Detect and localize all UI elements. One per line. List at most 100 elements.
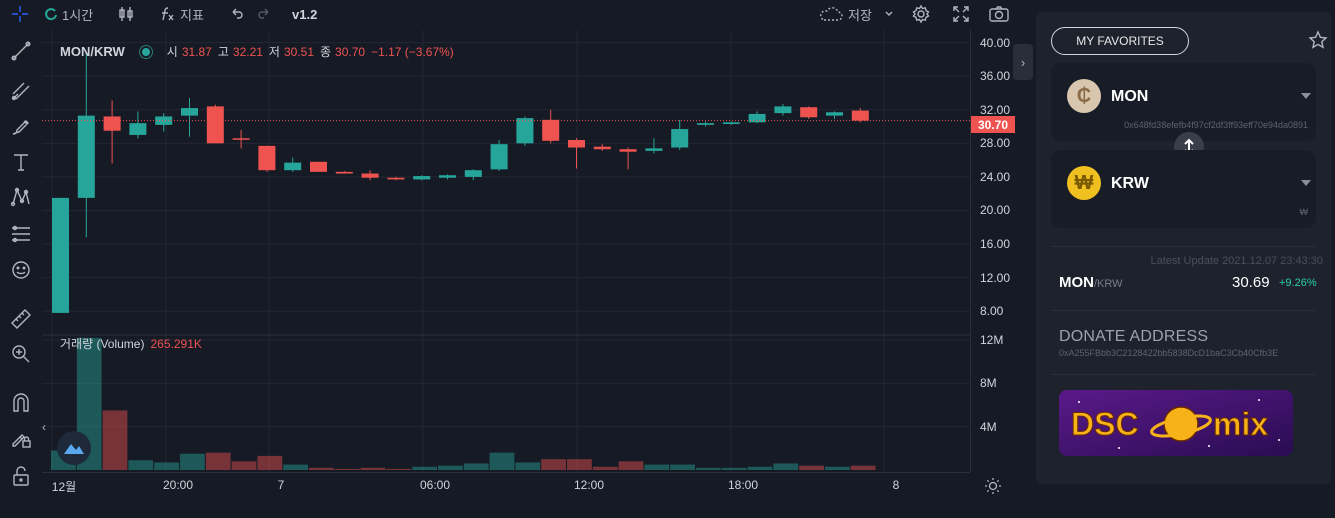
volume-bar [257, 455, 283, 470]
refresh-icon [45, 8, 57, 21]
pencil-lock-icon [12, 434, 31, 448]
fib-tool[interactable] [8, 78, 34, 104]
candle-body [542, 119, 560, 141]
swap-panel: MY FAVORITES ₵ MON 0x648fd38efefb4f97cf2… [1036, 12, 1331, 484]
redo-button[interactable] [256, 4, 272, 24]
lock-tool[interactable] [8, 463, 34, 489]
candle-body [619, 149, 637, 152]
volume-bar [489, 452, 515, 470]
time-tick-label: 06:00 [419, 478, 451, 492]
volume-tick-label: 4M [980, 419, 997, 434]
donate-address[interactable]: 0xA255FBbb3C2128422bb5838DcD1baC3Cb40Cfb… [1059, 348, 1279, 358]
latest-update: Latest Update 2021.12.07 23:43:30 [1150, 255, 1323, 267]
ruler-tool[interactable] [8, 306, 34, 332]
candle-body [52, 197, 69, 313]
volume-bar [644, 464, 670, 470]
pattern-tool[interactable] [8, 184, 34, 210]
caret-down-icon[interactable] [1301, 180, 1311, 186]
volume-bar [309, 467, 334, 470]
volume-bar [850, 465, 876, 470]
interval-label: 1시간 [62, 7, 94, 23]
axis-settings-button[interactable] [984, 477, 1002, 500]
candle-body [258, 145, 276, 171]
volume-bar [102, 410, 128, 470]
market-status-icon [138, 44, 153, 59]
divider [1051, 310, 1316, 311]
cloud-icon [820, 7, 843, 21]
divider [1051, 246, 1316, 247]
brush-tool[interactable] [8, 114, 34, 140]
fullscreen-button[interactable] [951, 4, 971, 24]
price-tick-label: 28.00 [980, 136, 1011, 151]
open-value: 31.87 [181, 44, 212, 59]
base-token-selector[interactable]: ₵ MON 0x648fd38efefb4f97cf2df3ff93eff70e… [1051, 63, 1316, 141]
banner-text-right: mix [1213, 406, 1268, 442]
tradingview-logo-icon[interactable] [57, 431, 91, 465]
candle-body [310, 161, 327, 172]
volume-bar [670, 464, 695, 470]
measure-tool[interactable] [8, 221, 34, 247]
time-axis[interactable] [42, 472, 970, 498]
undo-button[interactable] [229, 4, 245, 24]
chart-type-button[interactable] [117, 4, 135, 24]
volume-bar [154, 462, 179, 470]
emoji-tool[interactable] [8, 257, 34, 283]
volume-bar [747, 466, 773, 470]
chart-legend: MON/KRW 시 31.87 고 32.21 저 30.51 종 30.70 −1.1… [60, 43, 456, 60]
my-favorites-button[interactable]: MY FAVORITES [1051, 27, 1189, 55]
save-label: 저장 [848, 7, 872, 23]
volume-value: 265.291K [150, 337, 202, 351]
magnet-tool[interactable] [8, 390, 34, 416]
candle-body [826, 112, 843, 116]
volume-bar [541, 459, 566, 470]
collapse-panel-button[interactable]: › [1013, 44, 1033, 80]
smiley-icon [12, 261, 30, 279]
gear-icon [912, 4, 930, 24]
close-label: 종 [320, 45, 332, 59]
last-price: 30.69 [1232, 274, 1270, 291]
star-icon[interactable] [1308, 30, 1328, 55]
text-tool[interactable] [8, 149, 34, 175]
candle-body [439, 175, 456, 178]
pattern-icon [10, 187, 30, 207]
settings-button[interactable] [911, 4, 931, 24]
volume-bar [592, 466, 618, 470]
zoom-tool[interactable] [8, 341, 34, 367]
undo-icon [232, 8, 243, 19]
candlestick-icon [119, 7, 133, 21]
magnet-icon [13, 393, 29, 412]
divider [1051, 374, 1316, 375]
indicators-label: 지표 [180, 7, 204, 23]
price-chart[interactable] [42, 30, 970, 472]
krw-coin-icon: ₩ [1067, 166, 1101, 200]
low-label: 저 [268, 45, 280, 59]
scroll-left-icon[interactable]: ‹ [42, 420, 46, 434]
function-icon [162, 7, 174, 21]
fullscreen-icon [953, 6, 969, 22]
price-axis[interactable] [970, 30, 1016, 472]
candle-body [490, 144, 508, 170]
candle-body [77, 115, 95, 198]
trend-line-tool[interactable] [8, 38, 34, 64]
dscmix-banner[interactable]: DSC mix [1059, 390, 1293, 456]
lock-drawings-tool[interactable] [8, 425, 34, 451]
volume-bar [205, 452, 231, 470]
time-tick-label: 12월 [51, 480, 77, 494]
caret-down-icon[interactable] [1301, 93, 1311, 99]
volume-label: 거래량 (Volume) [60, 337, 145, 351]
camera-icon [989, 6, 1009, 22]
top-toolbar: 1시간 지표 v1.2 저장 [0, 0, 1020, 28]
ruler-icon [11, 309, 31, 329]
volume-bar [180, 453, 205, 470]
crosshair-icon[interactable] [10, 4, 30, 24]
unlock-icon [13, 466, 29, 486]
screenshot-button[interactable] [988, 4, 1010, 24]
interval-button[interactable]: 1시간 [44, 4, 93, 24]
candle-body [181, 108, 198, 116]
candle-body [516, 118, 534, 144]
symbol-label: MON/KRW [60, 44, 125, 59]
save-button[interactable]: 저장 [818, 4, 894, 24]
quote-token-selector[interactable]: ₩ KRW ₩ [1051, 150, 1316, 228]
indicators-button[interactable]: 지표 [158, 4, 204, 24]
pair-base: MON [1059, 274, 1094, 291]
